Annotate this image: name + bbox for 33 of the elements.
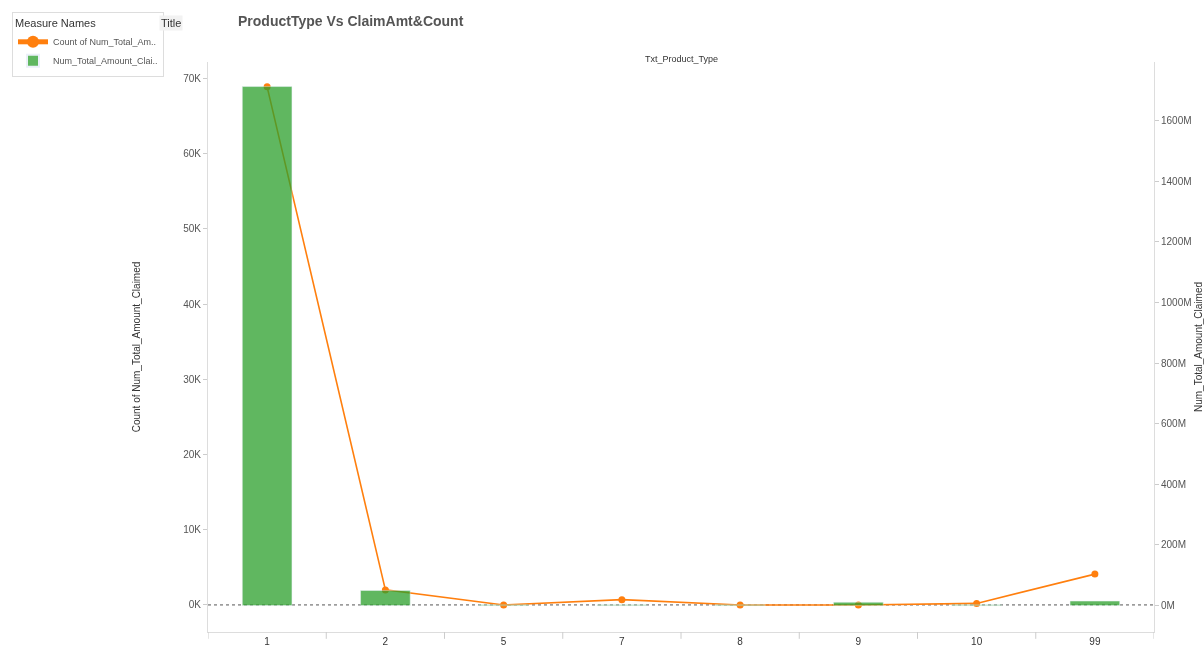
x-tick-label: 1 xyxy=(264,636,271,647)
y2-tick-label: 1200M xyxy=(1161,236,1192,248)
y-tick-label: 30K xyxy=(183,373,202,385)
y2-axis-title: Num_Total_Amount_Claimed xyxy=(1193,281,1204,413)
y-tick-label: 20K xyxy=(183,449,202,461)
y2-tick-label: 800M xyxy=(1161,357,1187,369)
y-tick-label: 50K xyxy=(183,223,202,235)
y2-tick-label: 600M xyxy=(1161,418,1187,430)
x-tick-label: 7 xyxy=(619,636,626,647)
y2-tick-label: 1400M xyxy=(1161,175,1192,187)
text: Title xyxy=(161,17,182,29)
y2-tick-label: 400M xyxy=(1161,478,1187,490)
legend-title: Measure Names xyxy=(15,17,97,30)
legend-label: Count of Num_Total_Am.. xyxy=(53,37,157,48)
y2-tick-label: 200M xyxy=(1161,539,1187,551)
y-tick-label: 40K xyxy=(183,298,202,310)
y2-tick-label: 1000M xyxy=(1161,296,1192,308)
y-tick-label: 0K xyxy=(188,599,202,611)
y-tick-label: 60K xyxy=(183,148,202,160)
x-tick-label: 9 xyxy=(855,636,862,647)
x-tick-label: 5 xyxy=(500,636,507,647)
y-tick-label: 70K xyxy=(183,73,202,85)
x-tick-label: 8 xyxy=(737,636,744,647)
x-tick-label: 10 xyxy=(971,636,983,647)
y-tick-label: 10K xyxy=(183,524,202,536)
y-axis-title: Count of Num_Total_Amount_Claimed xyxy=(131,261,143,433)
legend-label: Num_Total_Amount_Clai.. xyxy=(53,56,158,67)
x-tick-label: 99 xyxy=(1089,636,1101,647)
y2-tick-label: 0M xyxy=(1161,600,1175,612)
y2-tick-label: 1600M xyxy=(1161,115,1192,127)
x-axis-title: Txt_Product_Type xyxy=(645,54,719,64)
x-tick-label: 2 xyxy=(382,636,389,647)
chart-title: ProductType Vs ClaimAmt&Count xyxy=(238,12,464,29)
